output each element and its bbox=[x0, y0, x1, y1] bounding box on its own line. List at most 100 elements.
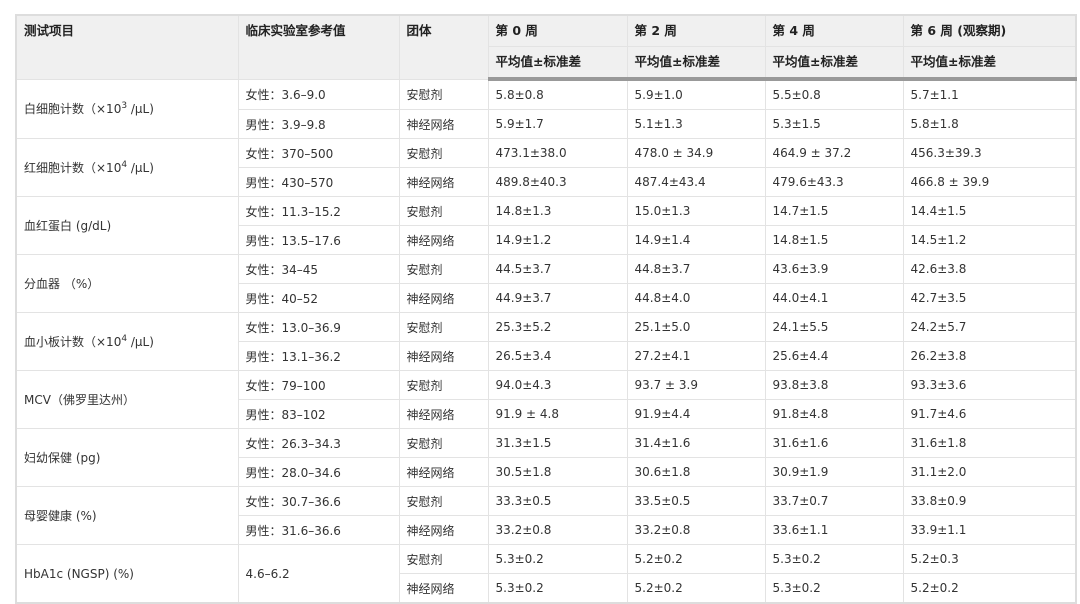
test-item: 血小板计数（×104 /μL) bbox=[15, 312, 239, 371]
value-cell: 14.7±1.5 bbox=[764, 196, 904, 226]
table-row: 男性：13.1–36.2 神经网络 26.5±3.4 27.2±4.1 25.6±4.4… bbox=[16, 341, 1077, 371]
value-cell: 5.1±1.3 bbox=[626, 109, 766, 139]
table-row: 分血器 （%） 女性：34–45 安慰剂 44.5±3.7 44.8±3.7 43.6±3… bbox=[15, 254, 1077, 313]
value-cell: 14.9±1.2 bbox=[487, 225, 628, 255]
value-cell: 5.2±0.3 bbox=[902, 544, 1077, 574]
value-cell: 33.9±1.1 bbox=[902, 515, 1077, 545]
value-cell: 489.8±40.3 bbox=[487, 167, 628, 197]
value-cell: 94.0±4.3 bbox=[487, 370, 628, 400]
value-cell: 44.8±3.7 bbox=[626, 254, 766, 284]
table-row: 白细胞计数（×103 /μL) 女性：3.6–9.0 安慰剂 5.8±0.8 5.9±1… bbox=[15, 78, 1077, 139]
value-cell: 26.2±3.8 bbox=[902, 341, 1077, 371]
value-cell: 93.3±3.6 bbox=[902, 370, 1077, 400]
table-row: 男性：430–570 神经网络 489.8±40.3 487.4±43.4 479.6±… bbox=[16, 167, 1077, 197]
group-cell: 安慰剂 bbox=[398, 486, 489, 516]
reference-value: 女性：370–500 bbox=[237, 138, 400, 168]
value-cell: 25.1±5.0 bbox=[626, 312, 766, 342]
reference-value: 女性：79–100 bbox=[237, 370, 400, 400]
value-cell: 5.3±0.2 bbox=[487, 573, 628, 604]
value-cell: 91.9±4.4 bbox=[626, 399, 766, 429]
item-label: 分血器 （%） bbox=[24, 277, 100, 291]
value-cell: 5.5±0.8 bbox=[764, 78, 904, 110]
value-cell: 25.3±5.2 bbox=[487, 312, 628, 342]
table-row: 男性：3.9–9.8 神经网络 5.9±1.7 5.1±1.3 5.3±1.5 5.8±1… bbox=[16, 109, 1077, 139]
value-cell: 473.1±38.0 bbox=[487, 138, 628, 168]
test-item: 红细胞计数（×104 /μL) bbox=[15, 138, 239, 197]
value-cell: 5.3±0.2 bbox=[764, 573, 904, 604]
table-row: MCV（佛罗里达州） 女性：79–100 安慰剂 94.0±4.3 93.7 ± 3.9… bbox=[15, 370, 1077, 429]
value-cell: 44.0±4.1 bbox=[764, 283, 904, 313]
reference-value: 女性：11.3–15.2 bbox=[237, 196, 400, 226]
group-cell: 安慰剂 bbox=[398, 254, 489, 284]
table-row: 男性：13.5–17.6 神经网络 14.9±1.2 14.9±1.4 14.8±1.5… bbox=[16, 225, 1077, 255]
reference-value: 女性：34–45 bbox=[237, 254, 400, 284]
value-cell: 5.2±0.2 bbox=[626, 573, 766, 604]
value-cell: 27.2±4.1 bbox=[626, 341, 766, 371]
test-item: 分血器 （%） bbox=[15, 254, 239, 313]
header-group: 团体 bbox=[398, 14, 489, 80]
value-cell: 5.2±0.2 bbox=[902, 573, 1077, 604]
value-cell: 44.8±4.0 bbox=[626, 283, 766, 313]
item-label: MCV（佛罗里达州） bbox=[24, 393, 135, 407]
value-cell: 91.9 ± 4.8 bbox=[487, 399, 628, 429]
reference-value: 男性：83–102 bbox=[237, 399, 400, 429]
value-cell: 5.9±1.0 bbox=[626, 78, 766, 110]
value-cell: 31.6±1.8 bbox=[902, 428, 1077, 458]
value-cell: 5.3±0.2 bbox=[764, 544, 904, 574]
header-week4: 第 4 周 bbox=[764, 14, 904, 47]
group-cell: 神经网络 bbox=[398, 225, 489, 255]
group-cell: 安慰剂 bbox=[398, 78, 489, 110]
value-cell: 44.5±3.7 bbox=[487, 254, 628, 284]
value-cell: 93.7 ± 3.9 bbox=[626, 370, 766, 400]
table-row: 男性：31.6–36.6 神经网络 33.2±0.8 33.2±0.8 33.6±1.1… bbox=[16, 515, 1077, 545]
group-cell: 神经网络 bbox=[398, 109, 489, 139]
value-cell: 14.8±1.3 bbox=[487, 196, 628, 226]
reference-value: 男性：40–52 bbox=[237, 283, 400, 313]
group-cell: 安慰剂 bbox=[398, 370, 489, 400]
test-item: HbA1c (NGSP) (%) bbox=[15, 544, 239, 604]
item-label: 母婴健康 (%) bbox=[24, 509, 97, 523]
table-row: 男性：40–52 神经网络 44.9±3.7 44.8±4.0 44.0±4.1 42.7… bbox=[16, 283, 1077, 313]
test-item: 妇幼保健 (pg) bbox=[15, 428, 239, 487]
reference-value: 女性：30.7–36.6 bbox=[237, 486, 400, 516]
table-row: 母婴健康 (%) 女性：30.7–36.6 安慰剂 33.3±0.5 33.5±0.5 3… bbox=[15, 486, 1077, 545]
subheader: 平均值±标准差 bbox=[764, 46, 904, 81]
unit: /μL) bbox=[127, 335, 154, 349]
value-cell: 466.8 ± 39.9 bbox=[902, 167, 1077, 197]
subheader: 平均值±标准差 bbox=[902, 46, 1077, 81]
value-cell: 464.9 ± 37.2 bbox=[764, 138, 904, 168]
unit: /μL) bbox=[127, 102, 154, 117]
value-cell: 14.5±1.2 bbox=[902, 225, 1077, 255]
group-cell: 安慰剂 bbox=[398, 196, 489, 226]
group-cell: 安慰剂 bbox=[398, 544, 489, 574]
value-cell: 30.5±1.8 bbox=[487, 457, 628, 487]
value-cell: 91.7±4.6 bbox=[902, 399, 1077, 429]
value-cell: 14.4±1.5 bbox=[902, 196, 1077, 226]
header-reference: 临床实验室参考值 bbox=[237, 14, 400, 80]
value-cell: 15.0±1.3 bbox=[626, 196, 766, 226]
value-cell: 478.0 ± 34.9 bbox=[626, 138, 766, 168]
exponent: 3 bbox=[121, 101, 128, 112]
value-cell: 31.4±1.6 bbox=[626, 428, 766, 458]
reference-value: 男性：13.5–17.6 bbox=[237, 225, 400, 255]
exponent: 4 bbox=[121, 160, 128, 170]
group-cell: 安慰剂 bbox=[398, 138, 489, 168]
value-cell: 5.8±0.8 bbox=[487, 78, 628, 110]
test-item: 母婴健康 (%) bbox=[15, 486, 239, 545]
value-cell: 31.1±2.0 bbox=[902, 457, 1077, 487]
table-row: 血红蛋白 (g/dL) 女性：11.3–15.2 安慰剂 14.8±1.3 15.0±1… bbox=[15, 196, 1077, 255]
value-cell: 5.3±1.5 bbox=[764, 109, 904, 139]
value-cell: 5.9±1.7 bbox=[487, 109, 628, 139]
subheader: 平均值±标准差 bbox=[626, 46, 766, 81]
value-cell: 44.9±3.7 bbox=[487, 283, 628, 313]
table-row: 血小板计数（×104 /μL) 女性：13.0–36.9 安慰剂 25.3±5.2 25… bbox=[15, 312, 1077, 371]
value-cell: 33.5±0.5 bbox=[626, 486, 766, 516]
reference-value: 女性：26.3–34.3 bbox=[237, 428, 400, 458]
test-item: 血红蛋白 (g/dL) bbox=[15, 196, 239, 255]
value-cell: 93.8±3.8 bbox=[764, 370, 904, 400]
value-cell: 33.8±0.9 bbox=[902, 486, 1077, 516]
value-cell: 42.7±3.5 bbox=[902, 283, 1077, 313]
value-cell: 14.8±1.5 bbox=[764, 225, 904, 255]
group-cell: 安慰剂 bbox=[398, 428, 489, 458]
reference-value: 女性：13.0–36.9 bbox=[237, 312, 400, 342]
